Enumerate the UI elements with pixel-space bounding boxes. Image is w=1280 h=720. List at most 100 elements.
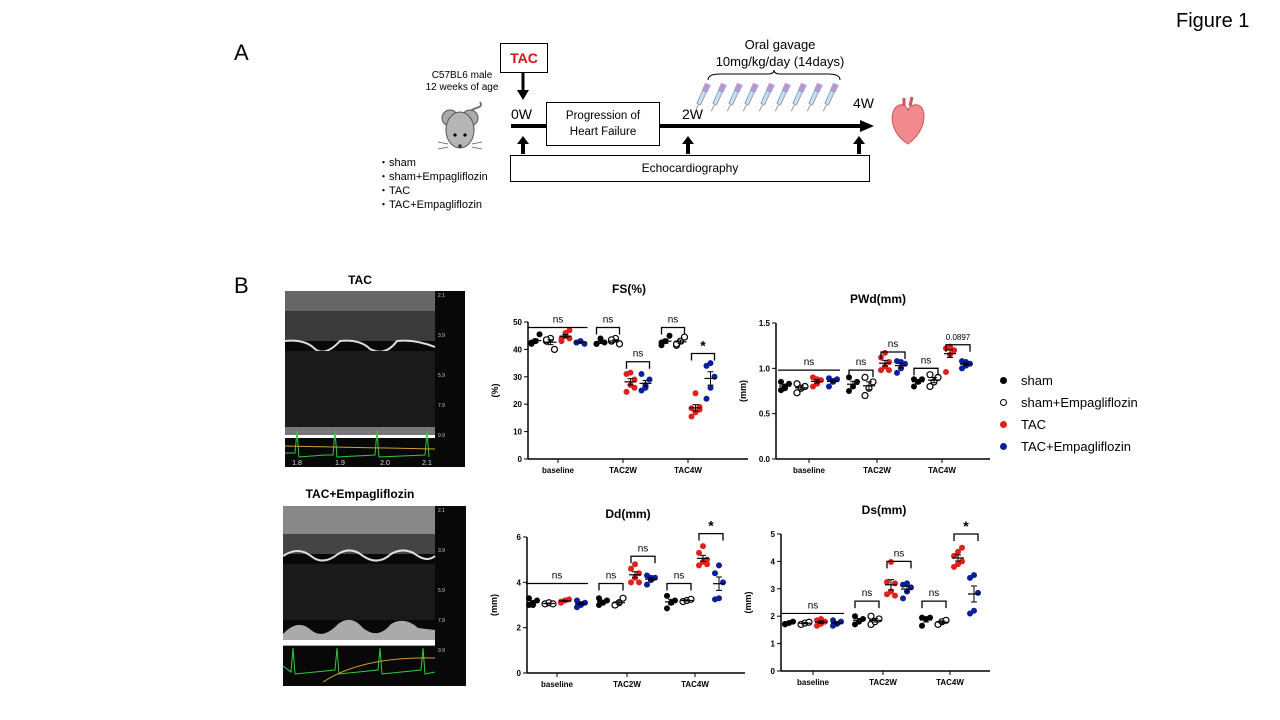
data-point xyxy=(636,579,642,586)
y-tick-label: 0 xyxy=(518,455,523,464)
data-point xyxy=(826,383,832,390)
data-point xyxy=(884,578,890,585)
depth-scale-label: 9.9 xyxy=(438,433,445,439)
comparison-bracket xyxy=(625,361,651,369)
data-point xyxy=(658,339,665,346)
data-point xyxy=(696,562,702,569)
group-item: ・TAC+Empagliflozin xyxy=(378,199,483,211)
data-point xyxy=(926,382,934,391)
y-tick-label: 10 xyxy=(513,428,522,437)
legend-item-sham-empagliflozin: sham+Empagliflozin xyxy=(1000,391,1138,413)
significance-label: ns xyxy=(894,548,905,559)
progression-box: Progression of Heart Failure xyxy=(546,102,660,146)
data-point xyxy=(782,385,788,392)
data-point xyxy=(627,369,634,376)
significance-label: * xyxy=(700,338,706,354)
data-point xyxy=(963,358,969,365)
significance-label: ns xyxy=(553,314,564,325)
data-point xyxy=(846,374,852,381)
y-tick-label: 2 xyxy=(517,624,522,633)
significance-label: ns xyxy=(633,349,644,360)
syringe-plunger xyxy=(733,82,743,93)
y-tick-label: 2 xyxy=(771,612,776,621)
significance-label: ns xyxy=(603,314,614,325)
significance-label: ns xyxy=(929,588,940,599)
significance-label: ns xyxy=(552,570,563,581)
y-tick-label: 0 xyxy=(771,667,776,676)
depth-scale-label: 7.9 xyxy=(438,403,445,409)
chart-1: PWd(mm) (mm) 0.0 0.5 1.0 1.5 baseline TAC2W TAC4… xyxy=(738,292,990,475)
progression-line-1: Progression of xyxy=(565,110,641,122)
data-point xyxy=(882,349,888,356)
legend-label: TAC+Empagliflozin xyxy=(1021,438,1131,454)
syringe-icon xyxy=(822,82,839,112)
depth-scale-label: 2.1 xyxy=(438,508,445,514)
significance-label: * xyxy=(708,518,714,534)
group-item: ・TAC xyxy=(378,185,411,197)
syringe-icon xyxy=(710,82,727,112)
echo-title-tac-empagliflozin: TAC+Empagliflozin xyxy=(305,487,415,501)
y-tick-label: 40 xyxy=(513,345,522,354)
syringe-needle xyxy=(694,103,700,112)
data-point xyxy=(646,376,653,383)
data-point xyxy=(703,395,710,402)
syringe-plunger xyxy=(749,82,759,93)
data-point xyxy=(526,595,532,602)
significance-label: * xyxy=(963,518,969,534)
blue-circle-icon xyxy=(1000,442,1007,450)
comparison-bracket xyxy=(886,560,912,569)
data-point xyxy=(716,595,722,602)
data-point xyxy=(692,390,699,397)
comparison-bracket xyxy=(698,532,724,541)
data-point xyxy=(644,581,650,588)
echo-title-tac: TAC xyxy=(348,273,372,287)
echo-image-tac-empagliflozin: 2.1 3.9 5.9 7.9 9.9 xyxy=(283,506,466,686)
syringe-needle xyxy=(726,103,732,112)
mouse-icon xyxy=(437,101,483,150)
figure-label: Figure 1 xyxy=(1176,10,1250,32)
data-point xyxy=(959,558,965,565)
significance-label: ns xyxy=(888,339,899,350)
gavage-title: Oral gavage xyxy=(744,37,816,52)
data-point xyxy=(574,597,580,604)
y-tick-label: 20 xyxy=(513,400,522,409)
syringe-plunger xyxy=(797,82,807,93)
chart-0: FS(%) (%) 0 10 20 30 40 50 baseline TAC2W TAC4W ns n… xyxy=(490,282,748,475)
data-point xyxy=(814,376,820,383)
data-point xyxy=(707,384,714,391)
syringe-plunger xyxy=(781,82,791,93)
data-point xyxy=(886,367,892,374)
legend-item-sham: sham xyxy=(1000,369,1138,391)
x-tick-label: TAC4W xyxy=(674,466,702,475)
data-point xyxy=(951,347,957,354)
data-point xyxy=(919,614,925,621)
filled-circle-icon xyxy=(1000,376,1007,384)
hollow-circle-icon xyxy=(1000,398,1007,406)
x-tick-label: TAC4W xyxy=(928,466,956,475)
comparison-bracket xyxy=(913,367,939,376)
comparison-bracket xyxy=(630,555,656,564)
y-tick-label: 1.0 xyxy=(759,364,771,373)
y-tick-label: 6 xyxy=(517,533,522,542)
significance-label: ns xyxy=(668,314,679,325)
legend-item-tac: TAC xyxy=(1000,413,1138,435)
y-tick-label: 0 xyxy=(517,669,522,678)
mouse-strain: C57BL6 male xyxy=(431,70,493,81)
depth-scale-label: 3.9 xyxy=(438,333,445,339)
syringe-icon xyxy=(726,82,743,112)
data-point xyxy=(786,380,792,387)
timepoint-0w: 0W xyxy=(511,106,532,122)
data-point xyxy=(688,413,695,420)
y-tick-label: 5 xyxy=(771,530,776,539)
significance-label: ns xyxy=(921,355,932,366)
data-point xyxy=(672,597,678,604)
data-point xyxy=(927,614,933,621)
syringe-needle xyxy=(758,103,764,112)
syringe-plunger xyxy=(765,82,775,93)
data-point xyxy=(846,388,852,394)
data-point xyxy=(854,378,860,385)
comparison-bracket xyxy=(598,582,624,591)
data-point xyxy=(707,360,714,367)
mouse-age: 12 weeks of age xyxy=(425,82,499,93)
